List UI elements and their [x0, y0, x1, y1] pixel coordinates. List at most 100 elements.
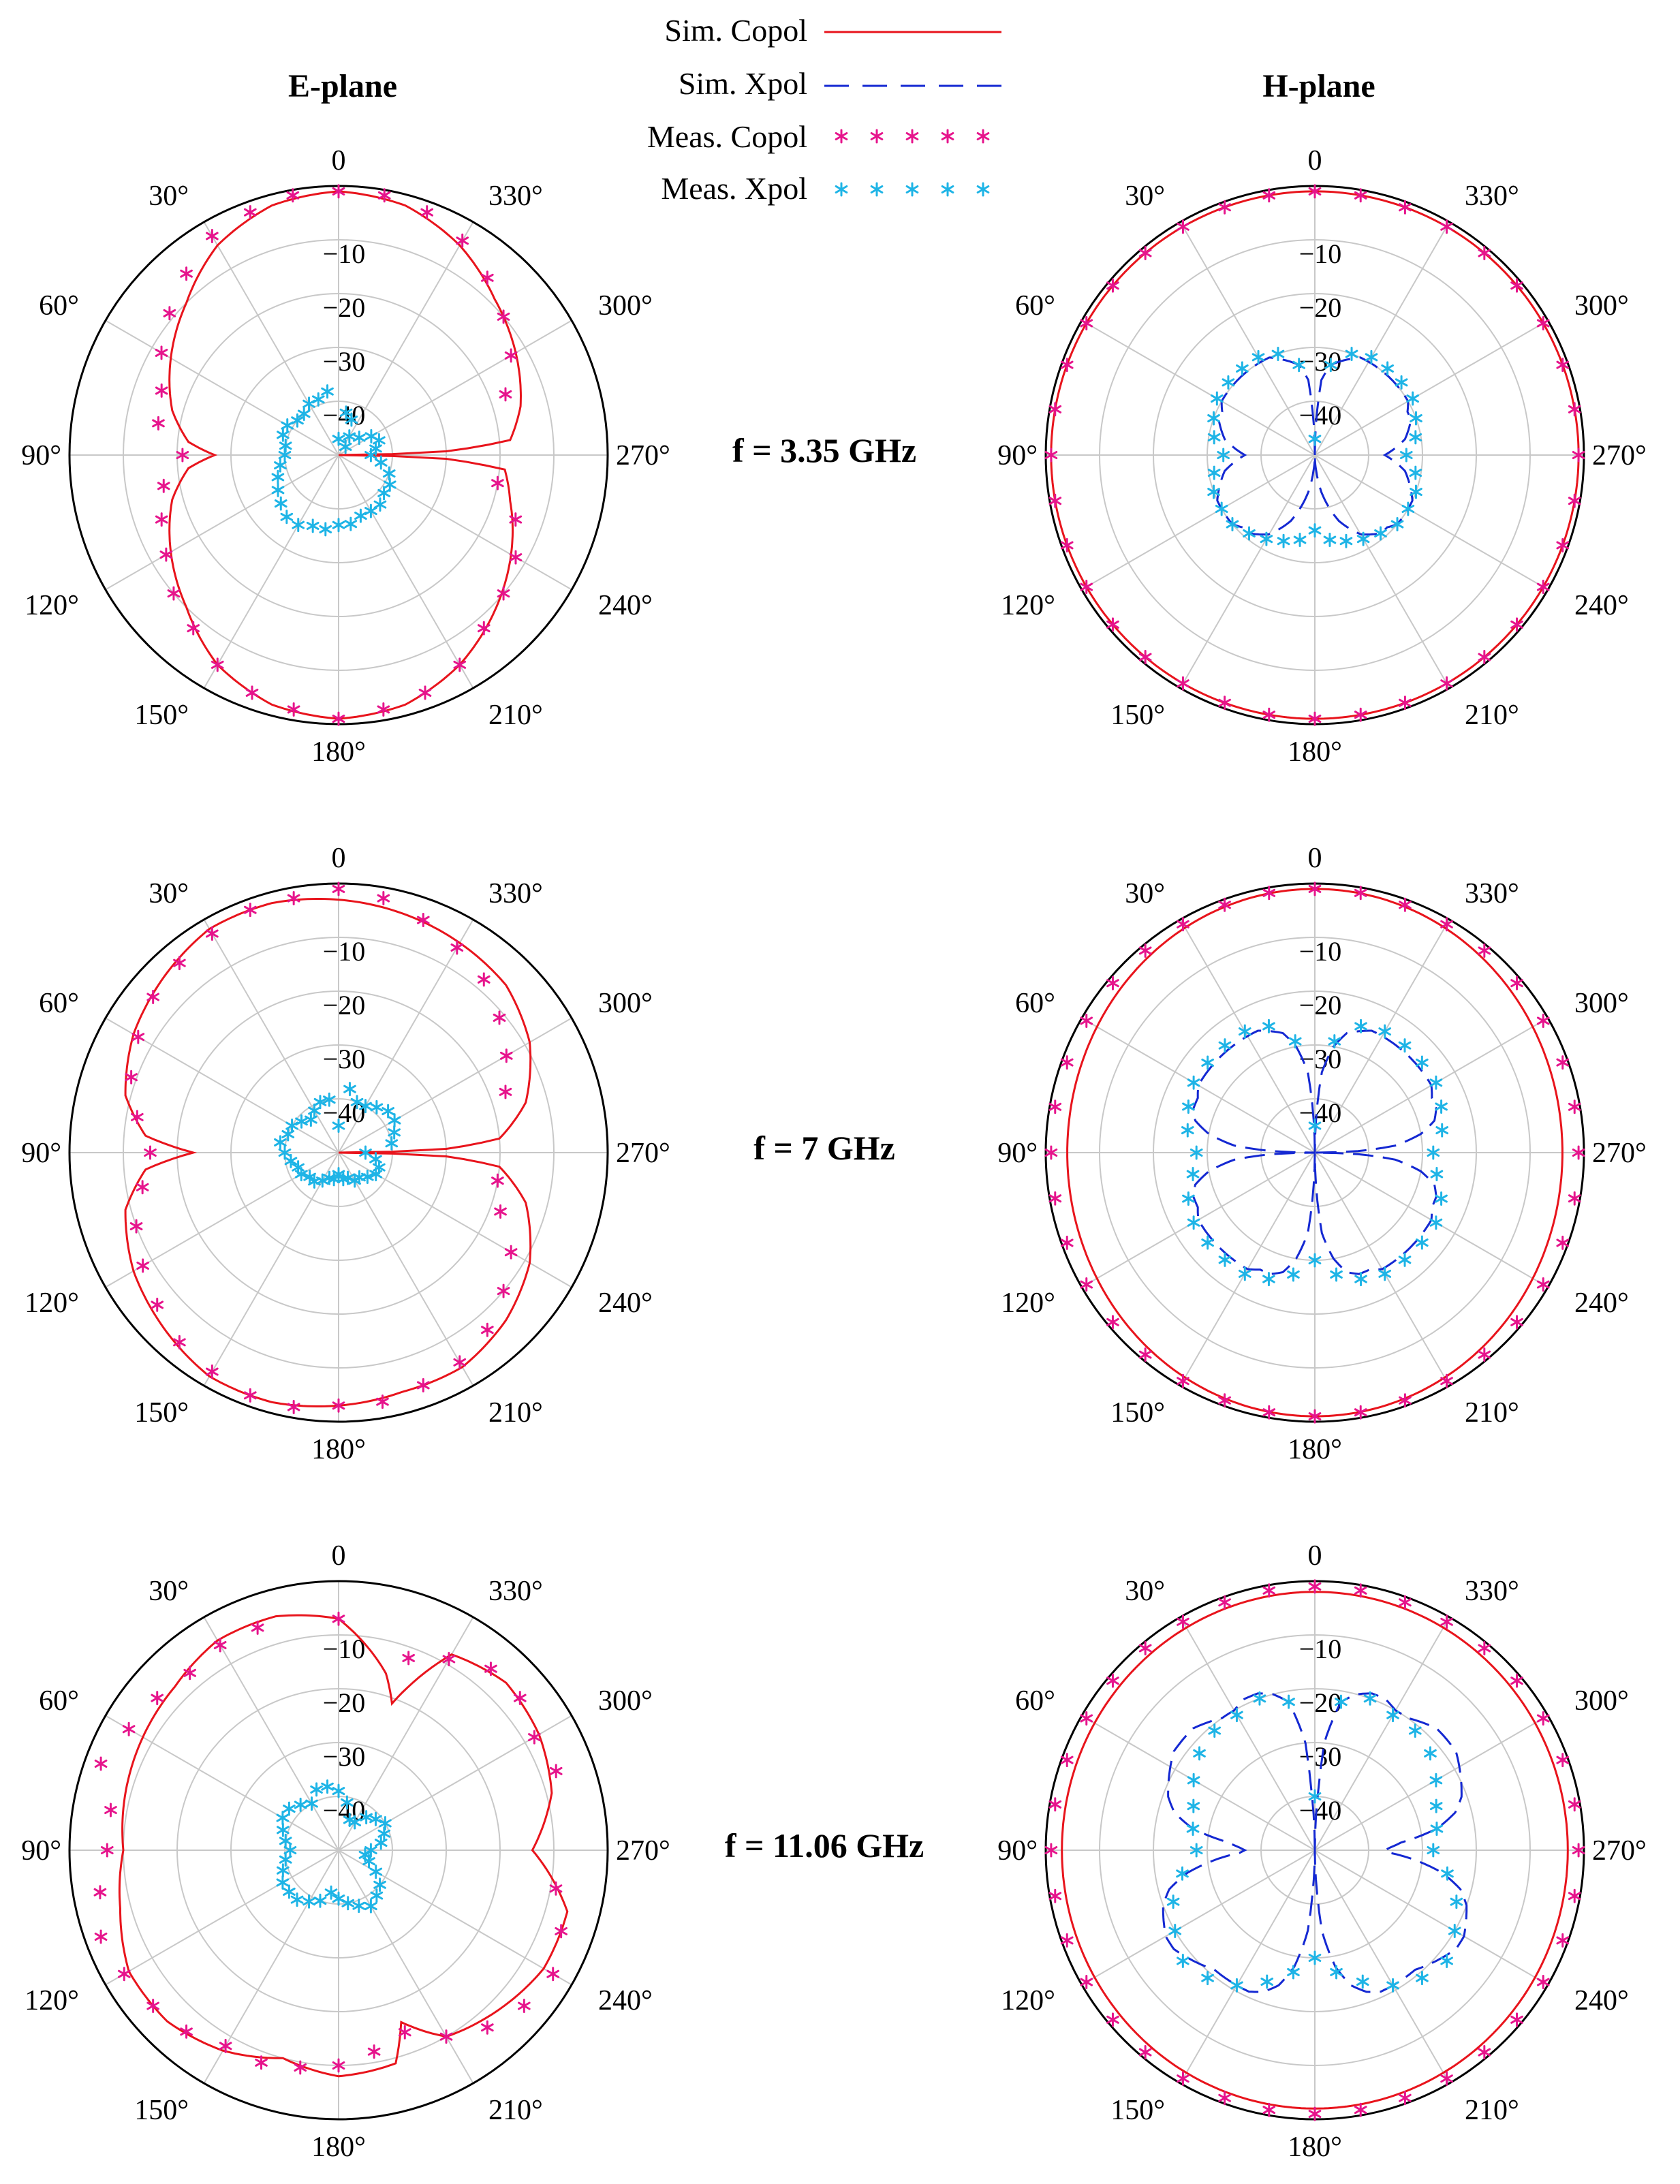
meas-xpol-point [1440, 1953, 1453, 1968]
meas-copol-point [1440, 917, 1453, 932]
radial-tick-label: −10 [1299, 1634, 1342, 1664]
meas-xpol-point [1218, 1252, 1232, 1267]
meas-copol-point [1044, 1843, 1058, 1858]
meas-copol-point [183, 1666, 196, 1681]
meas-xpol-point [284, 1153, 298, 1168]
meas-xpol-point [373, 497, 387, 512]
grid-ring [1099, 1634, 1531, 2066]
meas-copol-point [1308, 1579, 1322, 1594]
meas-xpol-point [332, 431, 345, 446]
meas-copol-point [1048, 493, 1062, 508]
angle-tick-label: 0 [332, 843, 346, 874]
polar-plot-h-plane-11-06ghz: 0 30° 60° 90° 120° 150° 180° 210° 240° 270° 300° 33… [997, 1540, 1647, 2163]
grid-spoke [105, 1017, 339, 1153]
meas-copol-point [332, 184, 345, 199]
angle-tick-label: 180° [1288, 736, 1342, 768]
meas-xpol-point [1450, 1894, 1463, 1909]
meas-copol-point [131, 1029, 145, 1044]
angle-tick-label: 330° [488, 1576, 543, 1607]
meas-xpol-point [277, 1822, 290, 1837]
meas-copol-point [1060, 1933, 1074, 1948]
meas-xpol-point [1187, 1798, 1200, 1813]
meas-copol-point [1138, 943, 1152, 958]
radial-tick-label: −30 [323, 346, 366, 377]
meas-xpol-point [361, 1170, 374, 1185]
grid-spoke [203, 454, 339, 689]
meas-copol-point [213, 1638, 227, 1653]
meas-copol-point [1308, 1409, 1322, 1424]
meas-xpol-point [1308, 1950, 1322, 1965]
meas-copol-point [546, 1967, 560, 1982]
meas-xpol-point [278, 448, 292, 463]
angle-tick-label: 120° [1001, 1288, 1055, 1319]
meas-xpol-point [1230, 1708, 1243, 1723]
meas-xpol-point [1429, 1798, 1443, 1813]
meas-xpol-point [1287, 1267, 1300, 1282]
meas-xpol-point [1253, 1691, 1266, 1706]
meas-copol-point [287, 1399, 300, 1414]
meas-xpol-point [1416, 1971, 1429, 1986]
meas-copol-point [1572, 448, 1585, 463]
legend-label-sim-copol: Sim. Copol [664, 13, 807, 48]
grid-spoke [105, 454, 339, 591]
angle-tick-label: 150° [1110, 1397, 1165, 1429]
sim-xpol-curve [1162, 1692, 1468, 1993]
meas-copol-point [1048, 402, 1062, 417]
meas-xpol-point [377, 486, 390, 501]
meas-copol-point [1354, 188, 1367, 203]
polar-plot-e-plane-3-35ghz: 0 30° 60° 90° 120° 150° 180° 210° 240° 270° 300° 33… [21, 145, 670, 768]
meas-copol-point [1568, 1797, 1581, 1812]
angle-tick-label: 30° [1125, 878, 1165, 909]
meas-copol-point [416, 1377, 430, 1392]
meas-xpol-point [1210, 391, 1224, 406]
angle-tick-label: 210° [1465, 1397, 1519, 1429]
meas-copol-point [243, 903, 257, 918]
meas-xpol-point [310, 1782, 323, 1797]
meas-xpol-point [1345, 347, 1358, 362]
meas-xpol-point [1238, 1024, 1251, 1039]
meas-copol-point [1177, 219, 1189, 234]
grid-spoke [338, 1850, 474, 2084]
angle-tick-label: 150° [1110, 700, 1165, 731]
angle-tick-label: 330° [1465, 181, 1519, 212]
meas-xpol-point [1292, 358, 1306, 373]
polar-plot-h-plane-3-35ghz: 0 30° 60° 90° 120° 150° 180° 210° 240° 270° 300° 33… [997, 145, 1647, 768]
meas-copol-point [1048, 1099, 1062, 1114]
meas-copol-point [1568, 493, 1581, 508]
meas-xpol-point [1410, 484, 1422, 499]
grid-spoke [338, 319, 572, 456]
meas-copol-point [332, 1611, 345, 1626]
angle-tick-label: 90° [21, 440, 61, 471]
meas-xpol-point [1395, 375, 1408, 390]
meas-xpol-point [1236, 361, 1249, 376]
meas-xpol-point [303, 1170, 316, 1185]
meas-copol-point [1218, 200, 1231, 215]
meas-copol-point [1572, 1145, 1585, 1160]
meas-xpol-point [281, 418, 294, 433]
meas-copol-point [187, 621, 200, 636]
meas-copol-point [287, 702, 300, 717]
meas-copol-point [377, 702, 390, 717]
meas-copol-point [1399, 1595, 1412, 1610]
meas-copol-point [176, 448, 189, 463]
meas-copol-point [1262, 707, 1276, 722]
meas-xpol-point [1324, 358, 1337, 373]
meas-copol-point [1044, 1145, 1058, 1160]
meas-xpol-point [1222, 375, 1235, 390]
meas-copol-point [376, 1394, 389, 1409]
grid-spoke [338, 919, 474, 1153]
meas-xpol-point [1441, 1866, 1454, 1881]
angle-tick-label: 240° [598, 590, 653, 621]
meas-xpol-point [1187, 1075, 1200, 1090]
meas-copol-point [1556, 1055, 1570, 1070]
angle-tick-label: 30° [1125, 1576, 1165, 1607]
meas-copol-point [504, 348, 518, 363]
meas-xpol-point [1282, 1694, 1295, 1709]
meas-copol-point [1556, 1933, 1570, 1948]
meas-copol-point [491, 1173, 504, 1188]
radial-tick-label: −10 [323, 936, 366, 967]
meas-xpol-point [1201, 1235, 1214, 1250]
meas-copol-point [499, 1048, 513, 1063]
meas-copol-point [211, 657, 224, 672]
